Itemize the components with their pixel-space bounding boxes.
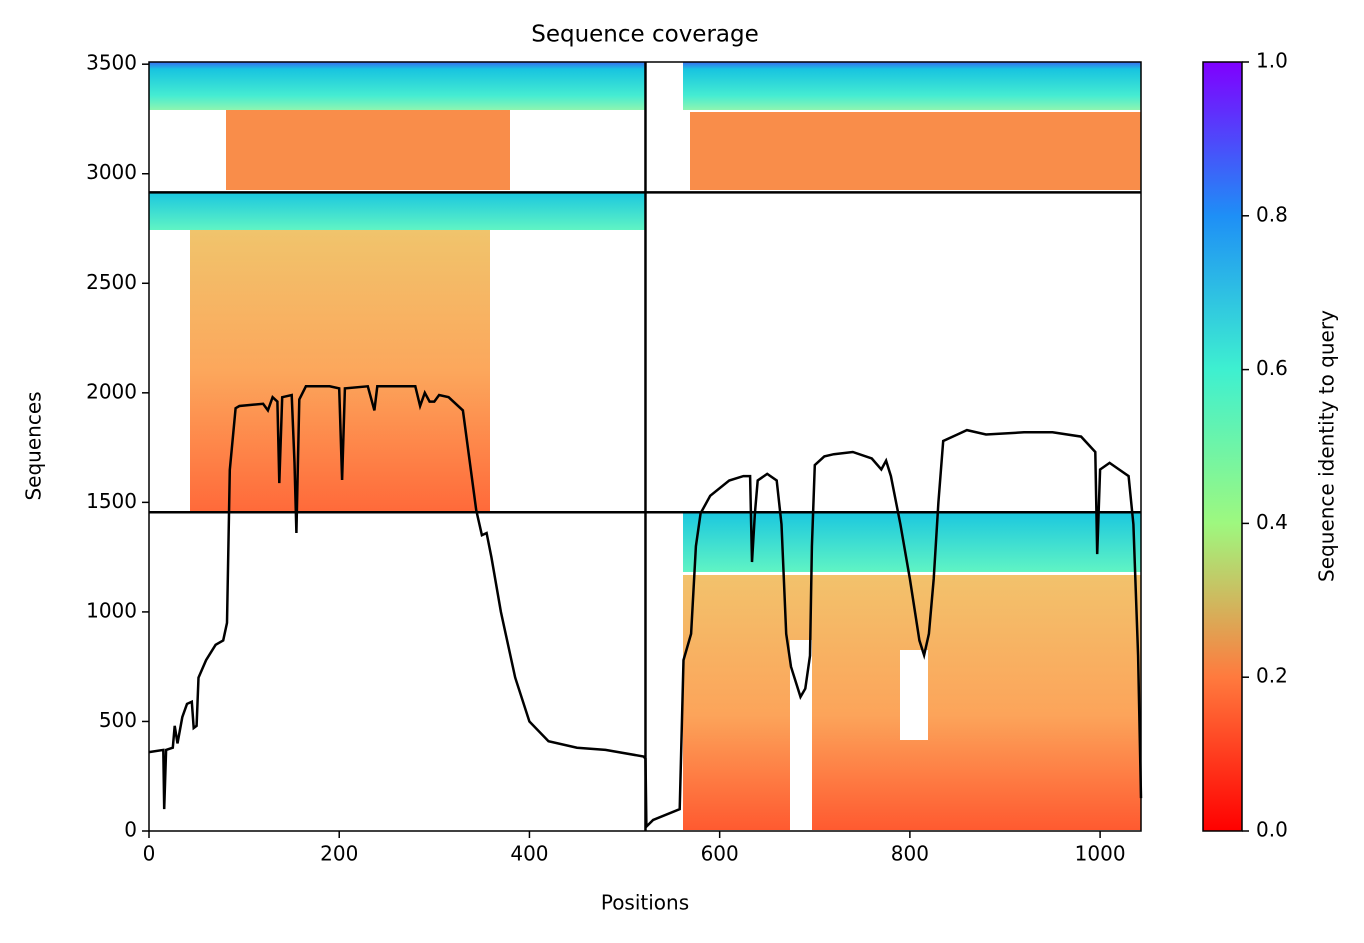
y-tick-label: 0 [124, 818, 137, 842]
colorbar-tick-label: 0.6 [1256, 356, 1288, 380]
y-axis-label: Sequences [22, 391, 46, 500]
coverage-line [148, 384, 1143, 830]
heatmap [149, 62, 1141, 830]
x-tick-label: 600 [701, 842, 739, 866]
x-tick-label: 200 [320, 842, 358, 866]
x-tick-label: 400 [510, 842, 548, 866]
chart-title: Sequence coverage [531, 22, 759, 48]
x-axis-label: Positions [601, 891, 689, 915]
colorbar-label: Sequence identity to query [1315, 310, 1339, 582]
colorbar [1202, 61, 1243, 832]
x-tick-label: 0 [143, 842, 156, 866]
x-tick-label: 1000 [1075, 842, 1126, 866]
y-tick-label: 2500 [86, 270, 137, 294]
y-tick-label: 3000 [86, 160, 137, 184]
colorbar-tick-label: 0.0 [1256, 818, 1288, 842]
colorbar-tick-label: 0.2 [1256, 664, 1288, 688]
y-tick-label: 1500 [86, 489, 137, 513]
y-tick-label: 1000 [86, 598, 137, 622]
colorbar-tick-label: 1.0 [1256, 49, 1288, 73]
x-tick-label: 800 [891, 842, 929, 866]
colorbar-tick-label: 0.8 [1256, 202, 1288, 226]
colorbar-tick-label: 0.4 [1256, 510, 1288, 534]
y-tick-label: 2000 [86, 379, 137, 403]
y-tick-label: 3500 [86, 51, 137, 75]
y-tick-label: 500 [99, 708, 137, 732]
